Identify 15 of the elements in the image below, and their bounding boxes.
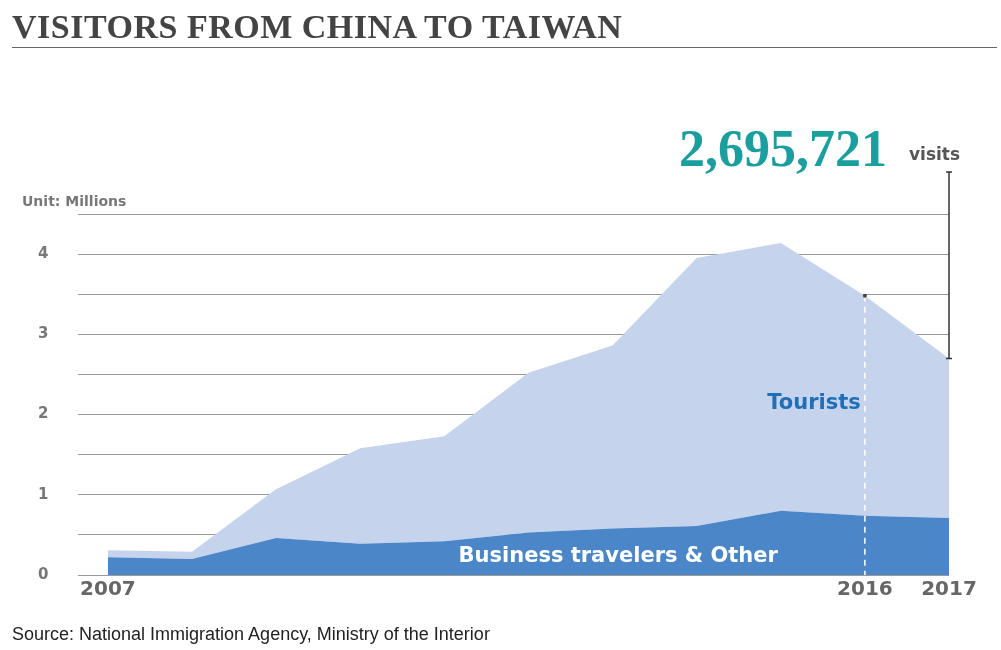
text: visits	[909, 144, 961, 164]
y-axis-title: Unit: Millions	[22, 193, 127, 209]
chart-title: VISITORS FROM CHINA TO TAIWAN	[12, 8, 623, 46]
series-label: Tourists	[767, 390, 861, 415]
y-tick-label: 1	[38, 484, 49, 503]
y-tick-label: 2	[38, 404, 49, 423]
y-tick-label: 3	[38, 324, 49, 343]
annotation: 2,695,721	[679, 120, 887, 177]
x-tick-label: 2016	[837, 576, 893, 601]
series-label: Business travelers & Other	[458, 542, 779, 567]
y-tick-label: 4	[38, 244, 49, 262]
x-tick-label: 2017	[921, 576, 977, 601]
source-note: Source: National Immigration Agency, Ministry of the Interior	[12, 624, 490, 645]
y-tick-label: 0	[38, 564, 49, 583]
x-tick-label: 2007	[80, 576, 136, 601]
